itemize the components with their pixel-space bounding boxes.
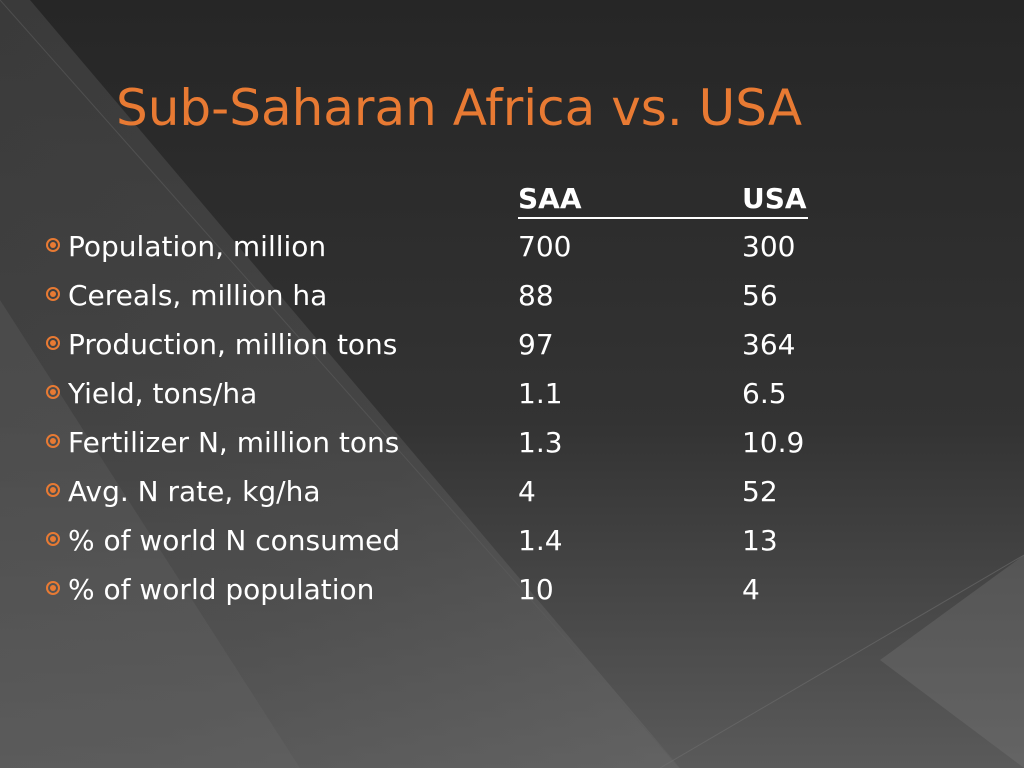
saa-value: 1.4 — [518, 524, 563, 557]
row-label: % of world population — [68, 573, 375, 606]
row-label: Avg. N rate, kg/ha — [68, 475, 321, 508]
row-label: Fertilizer N, million tons — [68, 426, 400, 459]
row-label: Population, million — [68, 230, 327, 263]
saa-value: 1.3 — [518, 426, 563, 459]
row-label: Cereals, million ha — [68, 279, 328, 312]
saa-value: 97 — [518, 328, 554, 361]
circled-dot-bullet-icon — [46, 238, 60, 252]
saa-value: 10 — [518, 573, 554, 606]
table-row: % of world population 10 4 — [0, 565, 1024, 614]
circled-dot-bullet-icon — [46, 434, 60, 448]
circled-dot-bullet-icon — [46, 483, 60, 497]
usa-value: 300 — [742, 230, 796, 263]
table-row: Avg. N rate, kg/ha 4 52 — [0, 467, 1024, 516]
usa-value: 56 — [742, 279, 778, 312]
circled-dot-bullet-icon — [46, 532, 60, 546]
usa-value: 13 — [742, 524, 778, 557]
table-row: % of world N consumed 1.4 13 — [0, 516, 1024, 565]
usa-value: 6.5 — [742, 377, 787, 410]
saa-value: 1.1 — [518, 377, 563, 410]
table-row: Cereals, million ha 88 56 — [0, 271, 1024, 320]
usa-value: 10.9 — [742, 426, 805, 459]
table-row: Population, million 700 300 — [0, 222, 1024, 271]
column-header-saa: SAA — [518, 182, 582, 215]
saa-value: 88 — [518, 279, 554, 312]
saa-value: 4 — [518, 475, 536, 508]
row-label: Production, million tons — [68, 328, 398, 361]
circled-dot-bullet-icon — [46, 385, 60, 399]
usa-value: 4 — [742, 573, 760, 606]
table-row: Fertilizer N, million tons 1.3 10.9 — [0, 418, 1024, 467]
usa-value: 364 — [742, 328, 796, 361]
table-header: SAA USA — [518, 179, 808, 219]
row-label: % of world N consumed — [68, 524, 401, 557]
usa-value: 52 — [742, 475, 778, 508]
circled-dot-bullet-icon — [46, 336, 60, 350]
circled-dot-bullet-icon — [46, 581, 60, 595]
table-row: Production, million tons 97 364 — [0, 320, 1024, 369]
table-row: Yield, tons/ha 1.1 6.5 — [0, 369, 1024, 418]
slide-title: Sub-Saharan Africa vs. USA — [116, 79, 803, 137]
circled-dot-bullet-icon — [46, 287, 60, 301]
row-label: Yield, tons/ha — [68, 377, 258, 410]
saa-value: 700 — [518, 230, 572, 263]
column-header-usa: USA — [742, 182, 807, 215]
